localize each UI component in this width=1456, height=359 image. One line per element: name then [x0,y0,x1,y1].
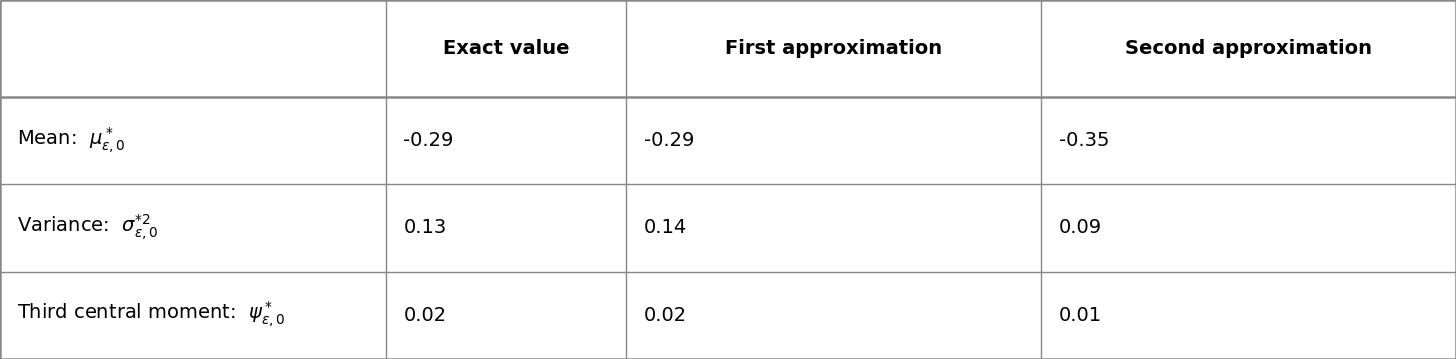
Text: 0.02: 0.02 [403,306,447,325]
Text: Variance:  $\sigma^{*2}_{\varepsilon,0}$: Variance: $\sigma^{*2}_{\varepsilon,0}$ [17,213,159,243]
Text: 0.14: 0.14 [644,219,687,237]
Text: -0.29: -0.29 [644,131,695,150]
Text: 0.02: 0.02 [644,306,687,325]
Text: First approximation: First approximation [725,39,942,58]
Text: Third central moment:  $\psi^*_{\varepsilon,0}$: Third central moment: $\psi^*_{\varepsil… [17,300,285,330]
Text: -0.35: -0.35 [1059,131,1109,150]
Text: Exact value: Exact value [443,39,569,58]
Text: -0.29: -0.29 [403,131,454,150]
Text: 0.01: 0.01 [1059,306,1102,325]
Text: Second approximation: Second approximation [1125,39,1372,58]
Text: 0.13: 0.13 [403,219,447,237]
Text: 0.09: 0.09 [1059,219,1102,237]
Text: Mean:  $\mu^*_{\varepsilon,0}$: Mean: $\mu^*_{\varepsilon,0}$ [17,126,127,155]
